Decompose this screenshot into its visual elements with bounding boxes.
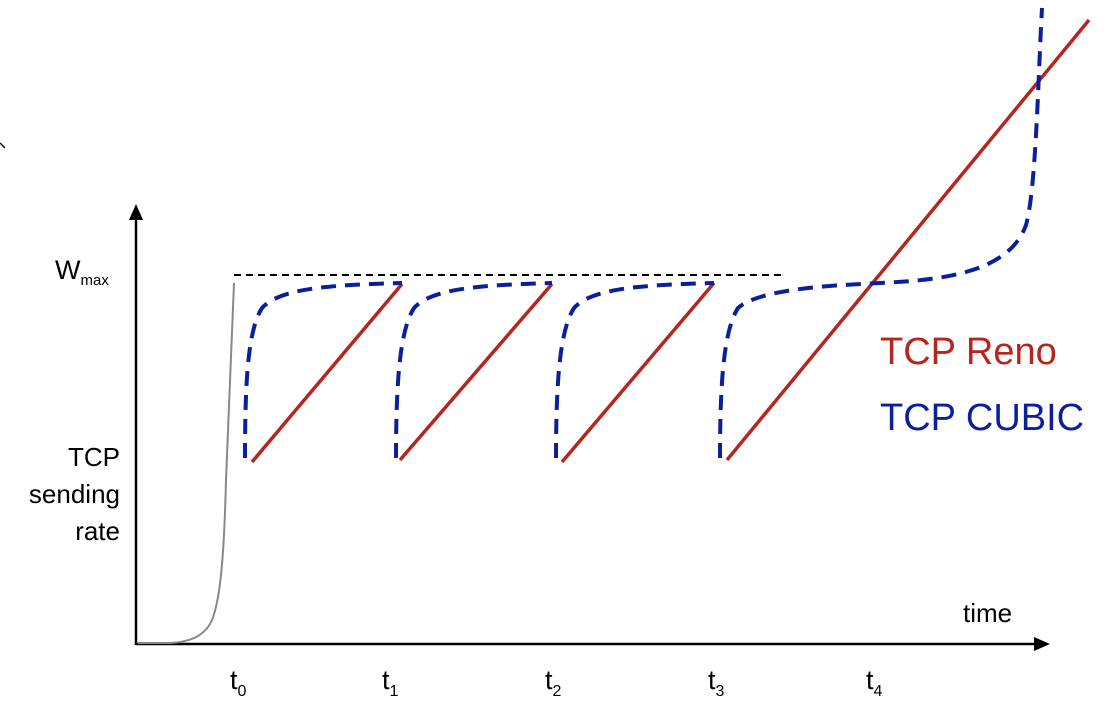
x-tick-t1: t1	[382, 665, 399, 700]
y-tick-wmax-sub: max	[80, 272, 109, 289]
reno-segment	[250, 282, 404, 464]
y-axis-label-line-3: rate	[75, 516, 120, 546]
cubic-segment	[718, 7, 1044, 459]
y-axis-arrow	[129, 204, 143, 220]
reno-segment	[398, 282, 554, 462]
x-tick-t0: t0	[230, 665, 247, 700]
reno-series	[250, 18, 1091, 464]
x-axis-arrow	[1034, 637, 1050, 651]
reno-segment	[560, 281, 716, 464]
reno-segment	[725, 18, 1091, 462]
x-tick-t2: t2	[545, 665, 562, 700]
x-tick-t3: t3	[708, 665, 725, 700]
cubic-segment	[394, 281, 553, 459]
slow-start-curve	[138, 282, 235, 644]
x-tick-t4: t4	[866, 665, 883, 700]
y-axis-label-line-2: sending	[29, 479, 120, 509]
y-tick-wmax-main: W	[55, 255, 81, 285]
cubic-series	[243, 7, 1044, 459]
cubic-segment	[554, 281, 715, 459]
legend-cubic: TCP CUBIC	[880, 397, 1084, 439]
edge-mark	[0, 142, 6, 149]
y-axis-label-line-1: TCP	[68, 442, 120, 472]
y-tick-wmax: Wmax	[55, 255, 109, 289]
x-axis-label: time	[963, 598, 1012, 628]
cubic-segment	[243, 281, 403, 459]
legend-reno: TCP Reno	[880, 331, 1057, 373]
